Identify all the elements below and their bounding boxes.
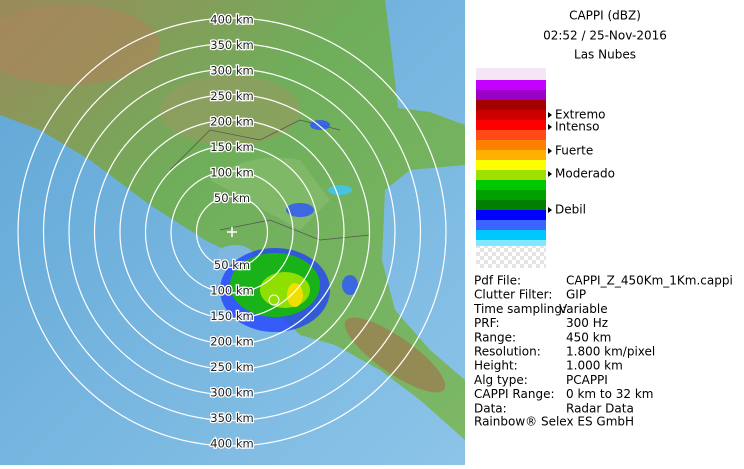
legend-label: Intenso (555, 120, 599, 134)
footer: Rainbow® Selex ES GmbH (474, 415, 634, 429)
range-ring (170, 170, 294, 294)
ring-label: 150 km (210, 140, 253, 154)
range-ring (144, 144, 320, 320)
map (0, 0, 465, 465)
radar-echoes (220, 120, 358, 332)
info-value: 1.000 km (566, 359, 623, 373)
side-panel: CAPPI (dBZ) 02:52 / 25-Nov-2016 Las Nube… (473, 9, 733, 429)
product: CAPPI (dBZ) (569, 9, 641, 23)
info-value: CAPPI_Z_450Km_1Km.cappi (566, 274, 733, 288)
ring-label: 400 km (210, 437, 253, 451)
ring-label: 50 km (214, 191, 250, 205)
info-value: Variable (559, 302, 608, 316)
legend-label: Debil (555, 203, 586, 217)
info-value: 450 km (566, 330, 611, 344)
range-ring (17, 17, 447, 447)
info-value: 300 Hz (566, 316, 608, 330)
ring-label: 400 km (210, 13, 253, 27)
range-ring (93, 93, 371, 371)
ring-label: 50 km (214, 258, 250, 272)
info-key: PRF: (474, 316, 500, 330)
ring-label: 200 km (210, 115, 253, 129)
color-scale (476, 68, 546, 268)
info-value: 1.800 km/pixel (566, 345, 655, 359)
info-key: Data: (474, 401, 507, 415)
info-table: Pdf File: CAPPI_Z_450Km_1Km.cappi Clutter … (473, 274, 733, 416)
ring-label: 350 km (210, 38, 253, 52)
marker (268, 294, 280, 306)
ring-label: 300 km (210, 386, 253, 400)
ring-label: 350 km (210, 411, 253, 425)
info-key: Height: (474, 359, 518, 373)
site: Las Nubes (574, 48, 636, 62)
info-key: Time sampling: (473, 302, 566, 316)
info-value: PCAPPI (566, 373, 608, 387)
range-ring (68, 68, 396, 396)
legend-arrow (548, 171, 552, 177)
ring-label: 100 km (210, 284, 253, 298)
legend-label: Fuerte (555, 144, 593, 158)
info-value: Radar Data (566, 401, 634, 415)
ring-label: 250 km (210, 89, 253, 103)
info-key: Range: (474, 330, 516, 344)
legend-arrow (548, 112, 552, 118)
info-key: Clutter Filter: (474, 288, 552, 302)
range-ring (119, 119, 345, 345)
legend-label: Extremo (555, 108, 605, 122)
radar-center (227, 227, 237, 237)
info-key: Alg type: (474, 373, 528, 387)
legend-arrow (548, 207, 552, 213)
legend-arrow (548, 124, 552, 130)
ring-label: 250 km (210, 360, 253, 374)
ring-label: 100 km (210, 166, 253, 180)
info-value: GIP (566, 288, 586, 302)
time: 02:52 / 25-Nov-2016 (543, 29, 667, 43)
legend-arrow (548, 148, 552, 154)
ring-label: 200 km (210, 335, 253, 349)
range-rings: 50 km 50 km 100 km 100 km 150 km 150 km 200 km… (17, 11, 447, 452)
info-key: Pdf File: (474, 274, 521, 288)
legend-label: Moderado (555, 167, 615, 181)
ring-label: 300 km (210, 64, 253, 78)
info-key: CAPPI Range: (474, 387, 555, 401)
range-ring (42, 42, 422, 422)
range-ring (195, 195, 269, 269)
info-key: Resolution: (474, 345, 541, 359)
ring-label: 150 km (210, 309, 253, 323)
info-value: 0 km to 32 km (566, 387, 654, 401)
